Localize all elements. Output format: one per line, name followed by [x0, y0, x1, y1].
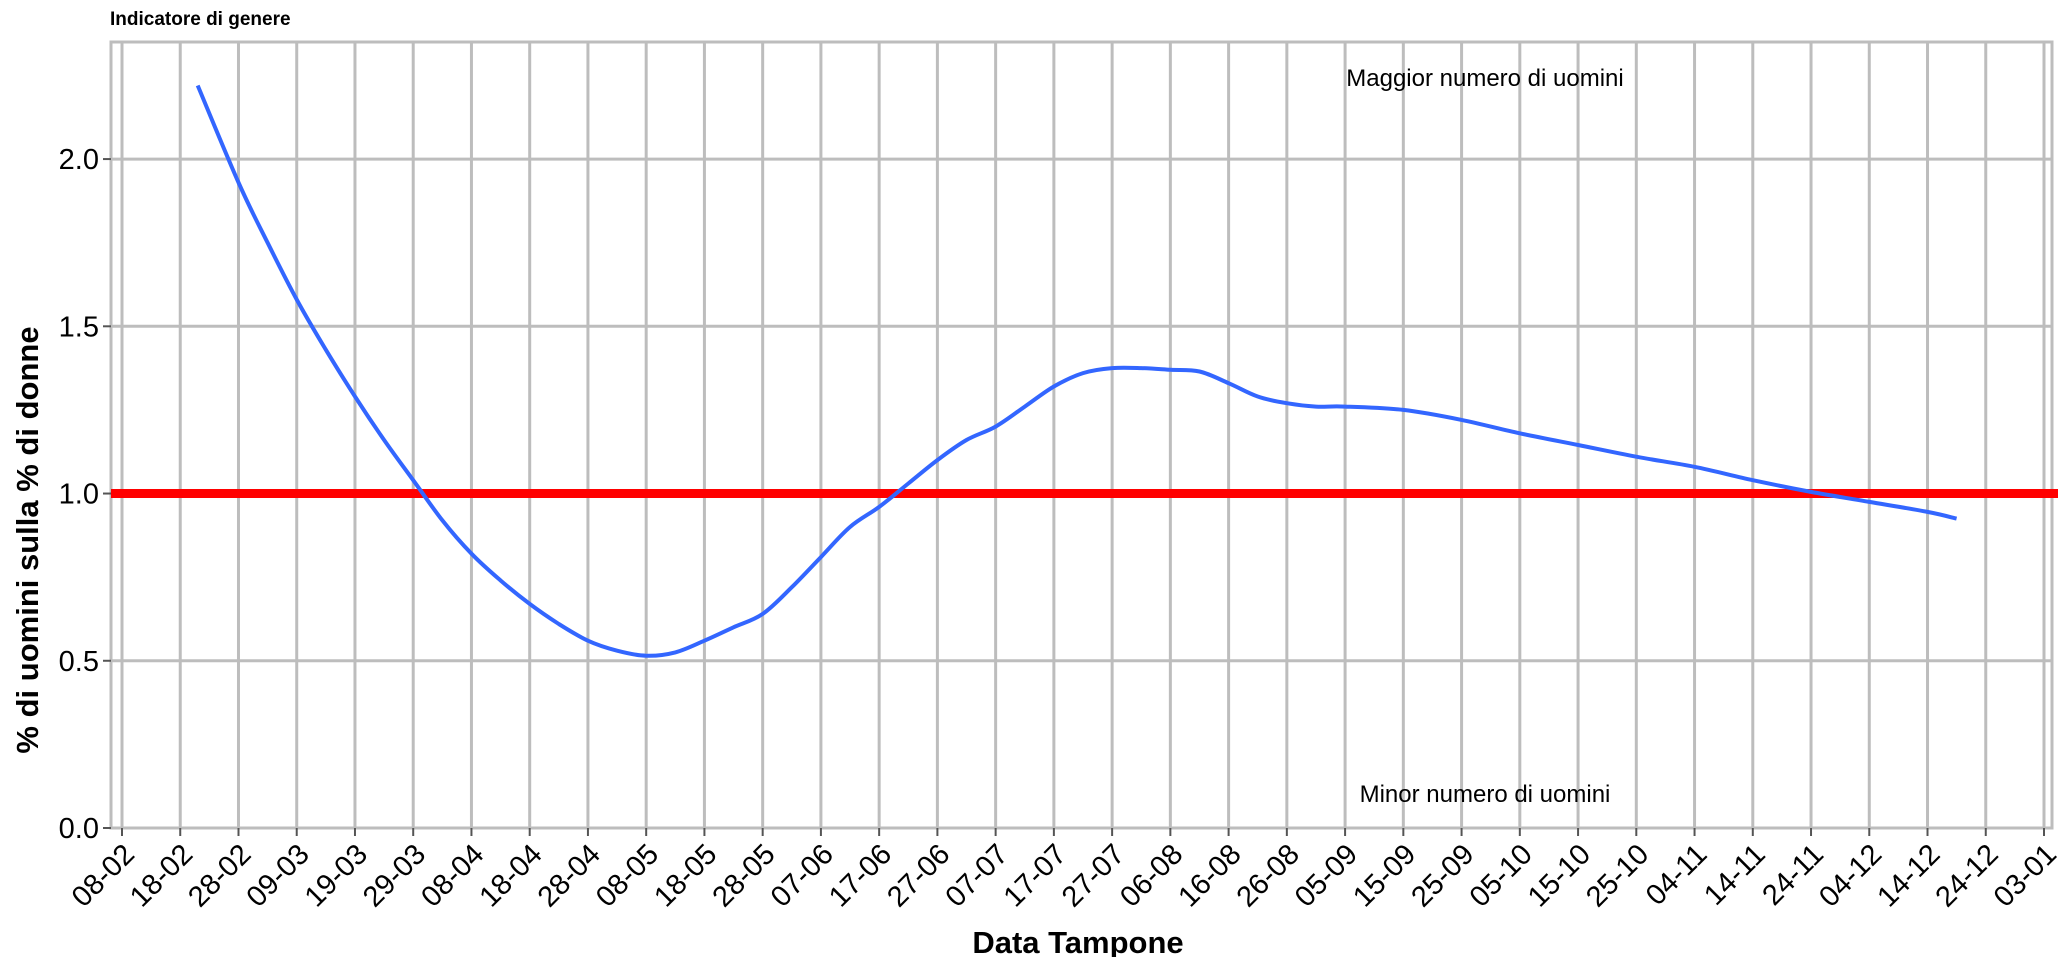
- annotation-more-men: Maggior numero di uomini: [1346, 65, 1623, 92]
- x-tick-label: 18-02: [124, 838, 199, 913]
- y-axis-label: % di uomini sulla % di donne: [10, 326, 45, 753]
- x-tick-label: 24-11: [1756, 838, 1830, 912]
- x-axis: 08-0218-0228-0209-0319-0329-0308-0418-04…: [66, 828, 2063, 913]
- x-tick-label: 18-04: [474, 838, 549, 913]
- chart-grid: [109, 40, 2054, 830]
- x-tick-label: 05-09: [1289, 838, 1364, 913]
- x-tick-label: 25-10: [1580, 838, 1655, 913]
- x-tick-label: 14-11: [1698, 838, 1772, 912]
- chart-title: Indicatore di genere: [110, 9, 291, 30]
- x-tick-label: 06-08: [1114, 838, 1189, 913]
- x-tick-label: 27-06: [881, 838, 956, 913]
- y-tick-label: 0.0: [59, 813, 99, 845]
- x-tick-label: 03-01: [1988, 838, 2063, 913]
- y-tick-label: 1.0: [59, 479, 99, 511]
- y-tick-label: 2.0: [59, 144, 99, 176]
- x-tick-label: 28-02: [182, 838, 257, 913]
- x-tick-label: 18-05: [648, 838, 723, 913]
- annotation-fewer-men: Minor numero di uomini: [1360, 781, 1611, 808]
- x-tick-label: 28-05: [707, 838, 782, 913]
- x-tick-label: 07-06: [765, 838, 840, 913]
- x-tick-label: 16-08: [1172, 838, 1247, 913]
- x-tick-label: 14-12: [1871, 838, 1946, 913]
- x-tick-label: 05-10: [1464, 838, 1539, 913]
- x-tick-label: 09-03: [241, 838, 316, 913]
- x-tick-label: 04-11: [1640, 838, 1714, 912]
- x-tick-label: 15-09: [1347, 838, 1422, 913]
- x-tick-label: 27-07: [1056, 838, 1131, 913]
- x-tick-label: 07-07: [940, 838, 1015, 913]
- x-tick-label: 08-05: [590, 838, 665, 913]
- y-tick-label: 0.5: [59, 646, 99, 678]
- x-tick-label: 19-03: [299, 838, 374, 913]
- x-tick-label: 15-10: [1522, 838, 1597, 913]
- x-tick-label: 08-04: [415, 838, 490, 913]
- x-tick-label: 08-02: [66, 838, 141, 913]
- x-tick-label: 25-09: [1405, 838, 1480, 913]
- x-tick-label: 26-08: [1231, 838, 1306, 913]
- x-tick-label: 17-07: [998, 838, 1073, 913]
- x-axis-label: Data Tampone: [972, 925, 1183, 957]
- x-tick-label: 28-04: [532, 838, 607, 913]
- series-line: [195, 84, 1958, 658]
- y-tick-label: 1.5: [59, 311, 99, 343]
- y-axis: 0.0 0.5 1.0 1.5 2.0: [59, 144, 111, 845]
- x-tick-label: 17-06: [823, 838, 898, 913]
- x-tick-label: 29-03: [357, 838, 432, 913]
- x-tick-label: 04-12: [1813, 838, 1888, 913]
- plot-border: [109, 40, 2054, 830]
- x-tick-label: 24-12: [1930, 838, 2005, 913]
